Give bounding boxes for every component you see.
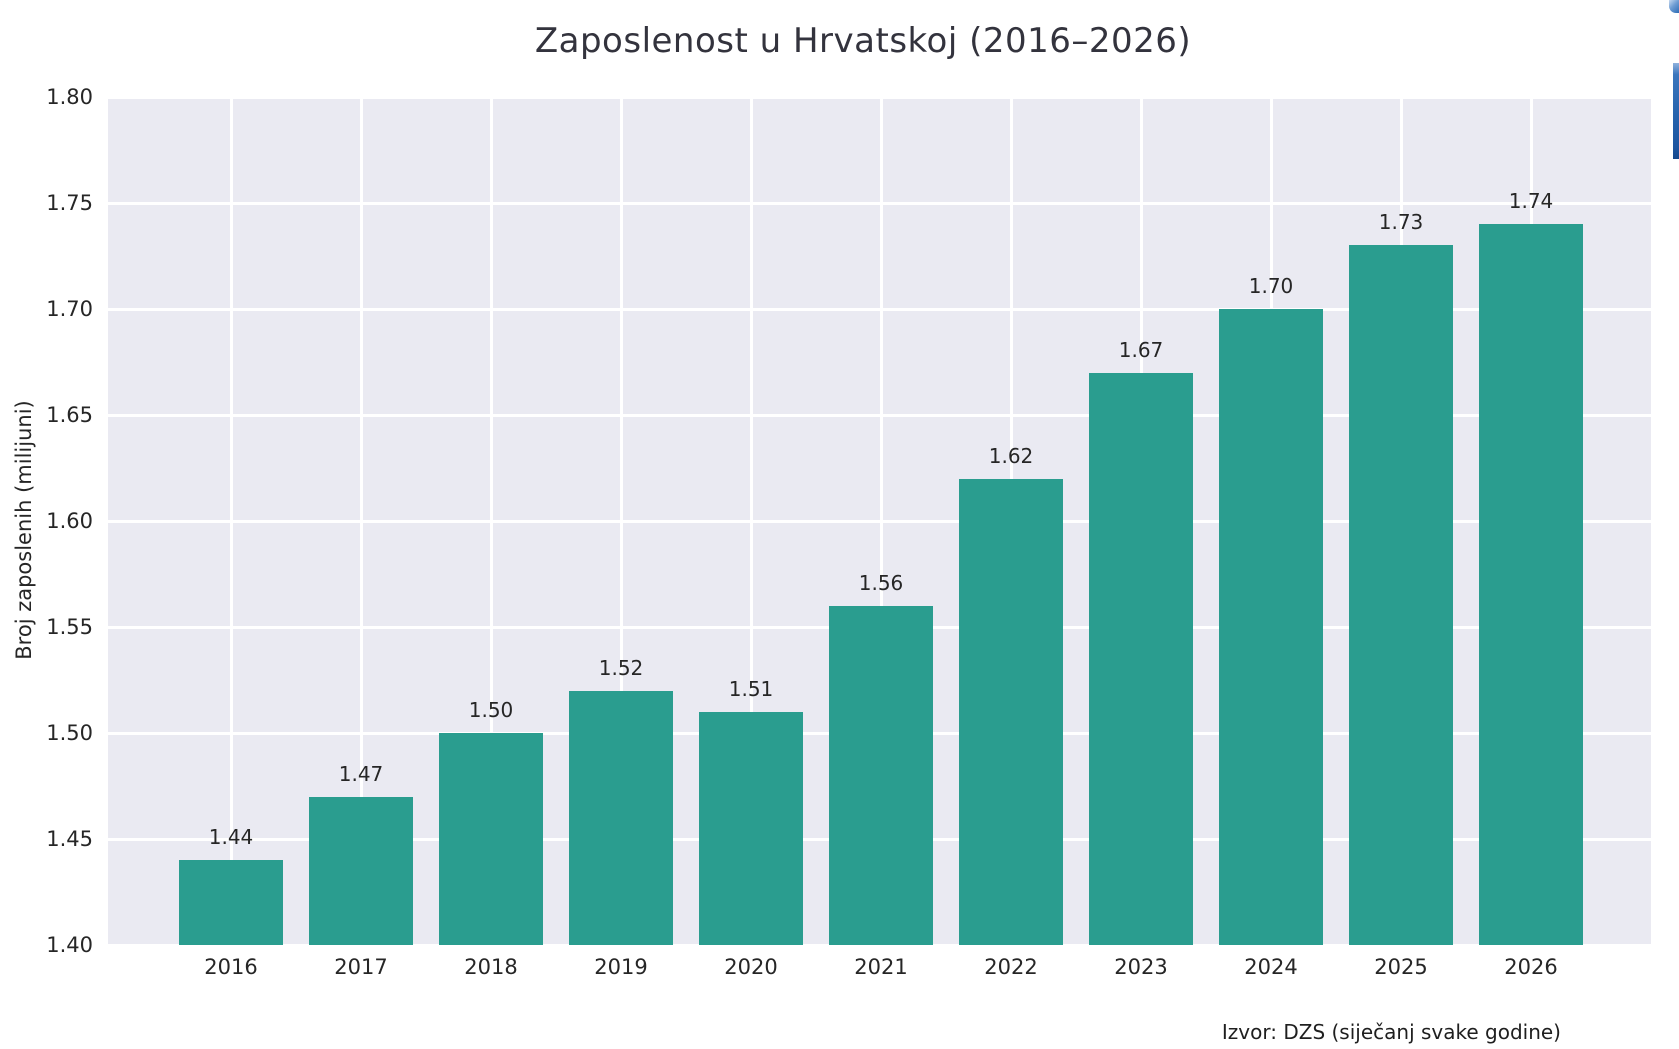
bar-2025 — [1349, 245, 1453, 945]
y-tick-label: 1.70 — [46, 297, 93, 321]
x-tick-label-2020: 2020 — [724, 955, 778, 979]
bar-2020 — [699, 711, 803, 945]
x-tick-label-2026: 2026 — [1504, 955, 1558, 979]
horizontal-gridline — [108, 943, 1651, 947]
bar-value-label: 1.47 — [338, 761, 384, 786]
vertical-gridline — [359, 97, 363, 945]
vertical-gridline — [619, 97, 623, 945]
x-tick-label-2024: 2024 — [1244, 955, 1298, 979]
y-tick-label: 1.50 — [46, 721, 93, 745]
y-tick-label: 1.65 — [46, 403, 93, 427]
vertical-gridline — [749, 97, 753, 945]
bar-value-label: 1.67 — [1118, 337, 1164, 362]
x-tick-label-2019: 2019 — [594, 955, 648, 979]
bar-2022 — [959, 478, 1063, 945]
bar-value-label: 1.44 — [208, 825, 254, 850]
scrollbar-corner-icon — [1669, 0, 1679, 13]
x-tick-label-2017: 2017 — [334, 955, 388, 979]
y-tick-label: 1.60 — [46, 509, 93, 533]
bar-2017 — [309, 796, 413, 945]
x-tick-label-2016: 2016 — [204, 955, 258, 979]
bar-2023 — [1089, 372, 1193, 945]
vertical-gridline — [879, 97, 883, 945]
bar-value-label: 1.73 — [1378, 210, 1424, 235]
y-tick-label: 1.55 — [46, 615, 93, 639]
bar-value-label: 1.74 — [1508, 189, 1554, 214]
bar-2021 — [829, 605, 933, 945]
y-tick-label: 1.40 — [46, 933, 93, 957]
y-tick-label: 1.45 — [46, 827, 93, 851]
bar-2019 — [569, 690, 673, 945]
bar-value-label: 1.62 — [988, 443, 1034, 468]
y-tick-label: 1.80 — [46, 85, 93, 109]
bar-2018 — [439, 733, 543, 945]
plot-area: 1.44 1.47 1.50 1.52 1.51 1.56 1.62 1.67 1.70 1.73… — [108, 95, 1651, 947]
x-tick-label-2022: 2022 — [984, 955, 1038, 979]
bar-value-label: 1.56 — [858, 570, 904, 595]
bar-2024 — [1219, 309, 1323, 945]
vertical-gridline — [229, 97, 233, 945]
scrollbar-thumb[interactable] — [1673, 63, 1679, 159]
x-tick-label-2025: 2025 — [1374, 955, 1428, 979]
vertical-gridline — [489, 97, 493, 945]
bar-value-label: 1.50 — [468, 698, 514, 722]
x-tick-label-2018: 2018 — [464, 955, 518, 979]
bar-value-label: 1.70 — [1248, 274, 1294, 298]
bar-2026 — [1479, 224, 1583, 945]
x-tick-label-2021: 2021 — [854, 955, 908, 979]
source-note: Izvor: DZS (siječanj svake godine) — [1221, 1020, 1561, 1044]
bar-value-label: 1.52 — [598, 655, 644, 680]
y-tick-label: 1.75 — [46, 191, 93, 215]
chart-title: Zaposlenost u Hrvatskoj (2016–2026) — [534, 21, 1192, 61]
x-tick-label-2023: 2023 — [1114, 955, 1168, 979]
bar-2016 — [179, 860, 283, 945]
bar-value-label: 1.51 — [728, 676, 774, 701]
